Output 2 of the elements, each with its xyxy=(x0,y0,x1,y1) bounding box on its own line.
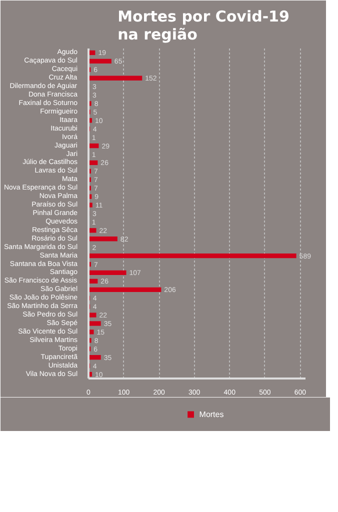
legend-label: Mortes xyxy=(199,409,224,419)
chart-title: Mortes por Covid-19 na região xyxy=(118,8,290,44)
